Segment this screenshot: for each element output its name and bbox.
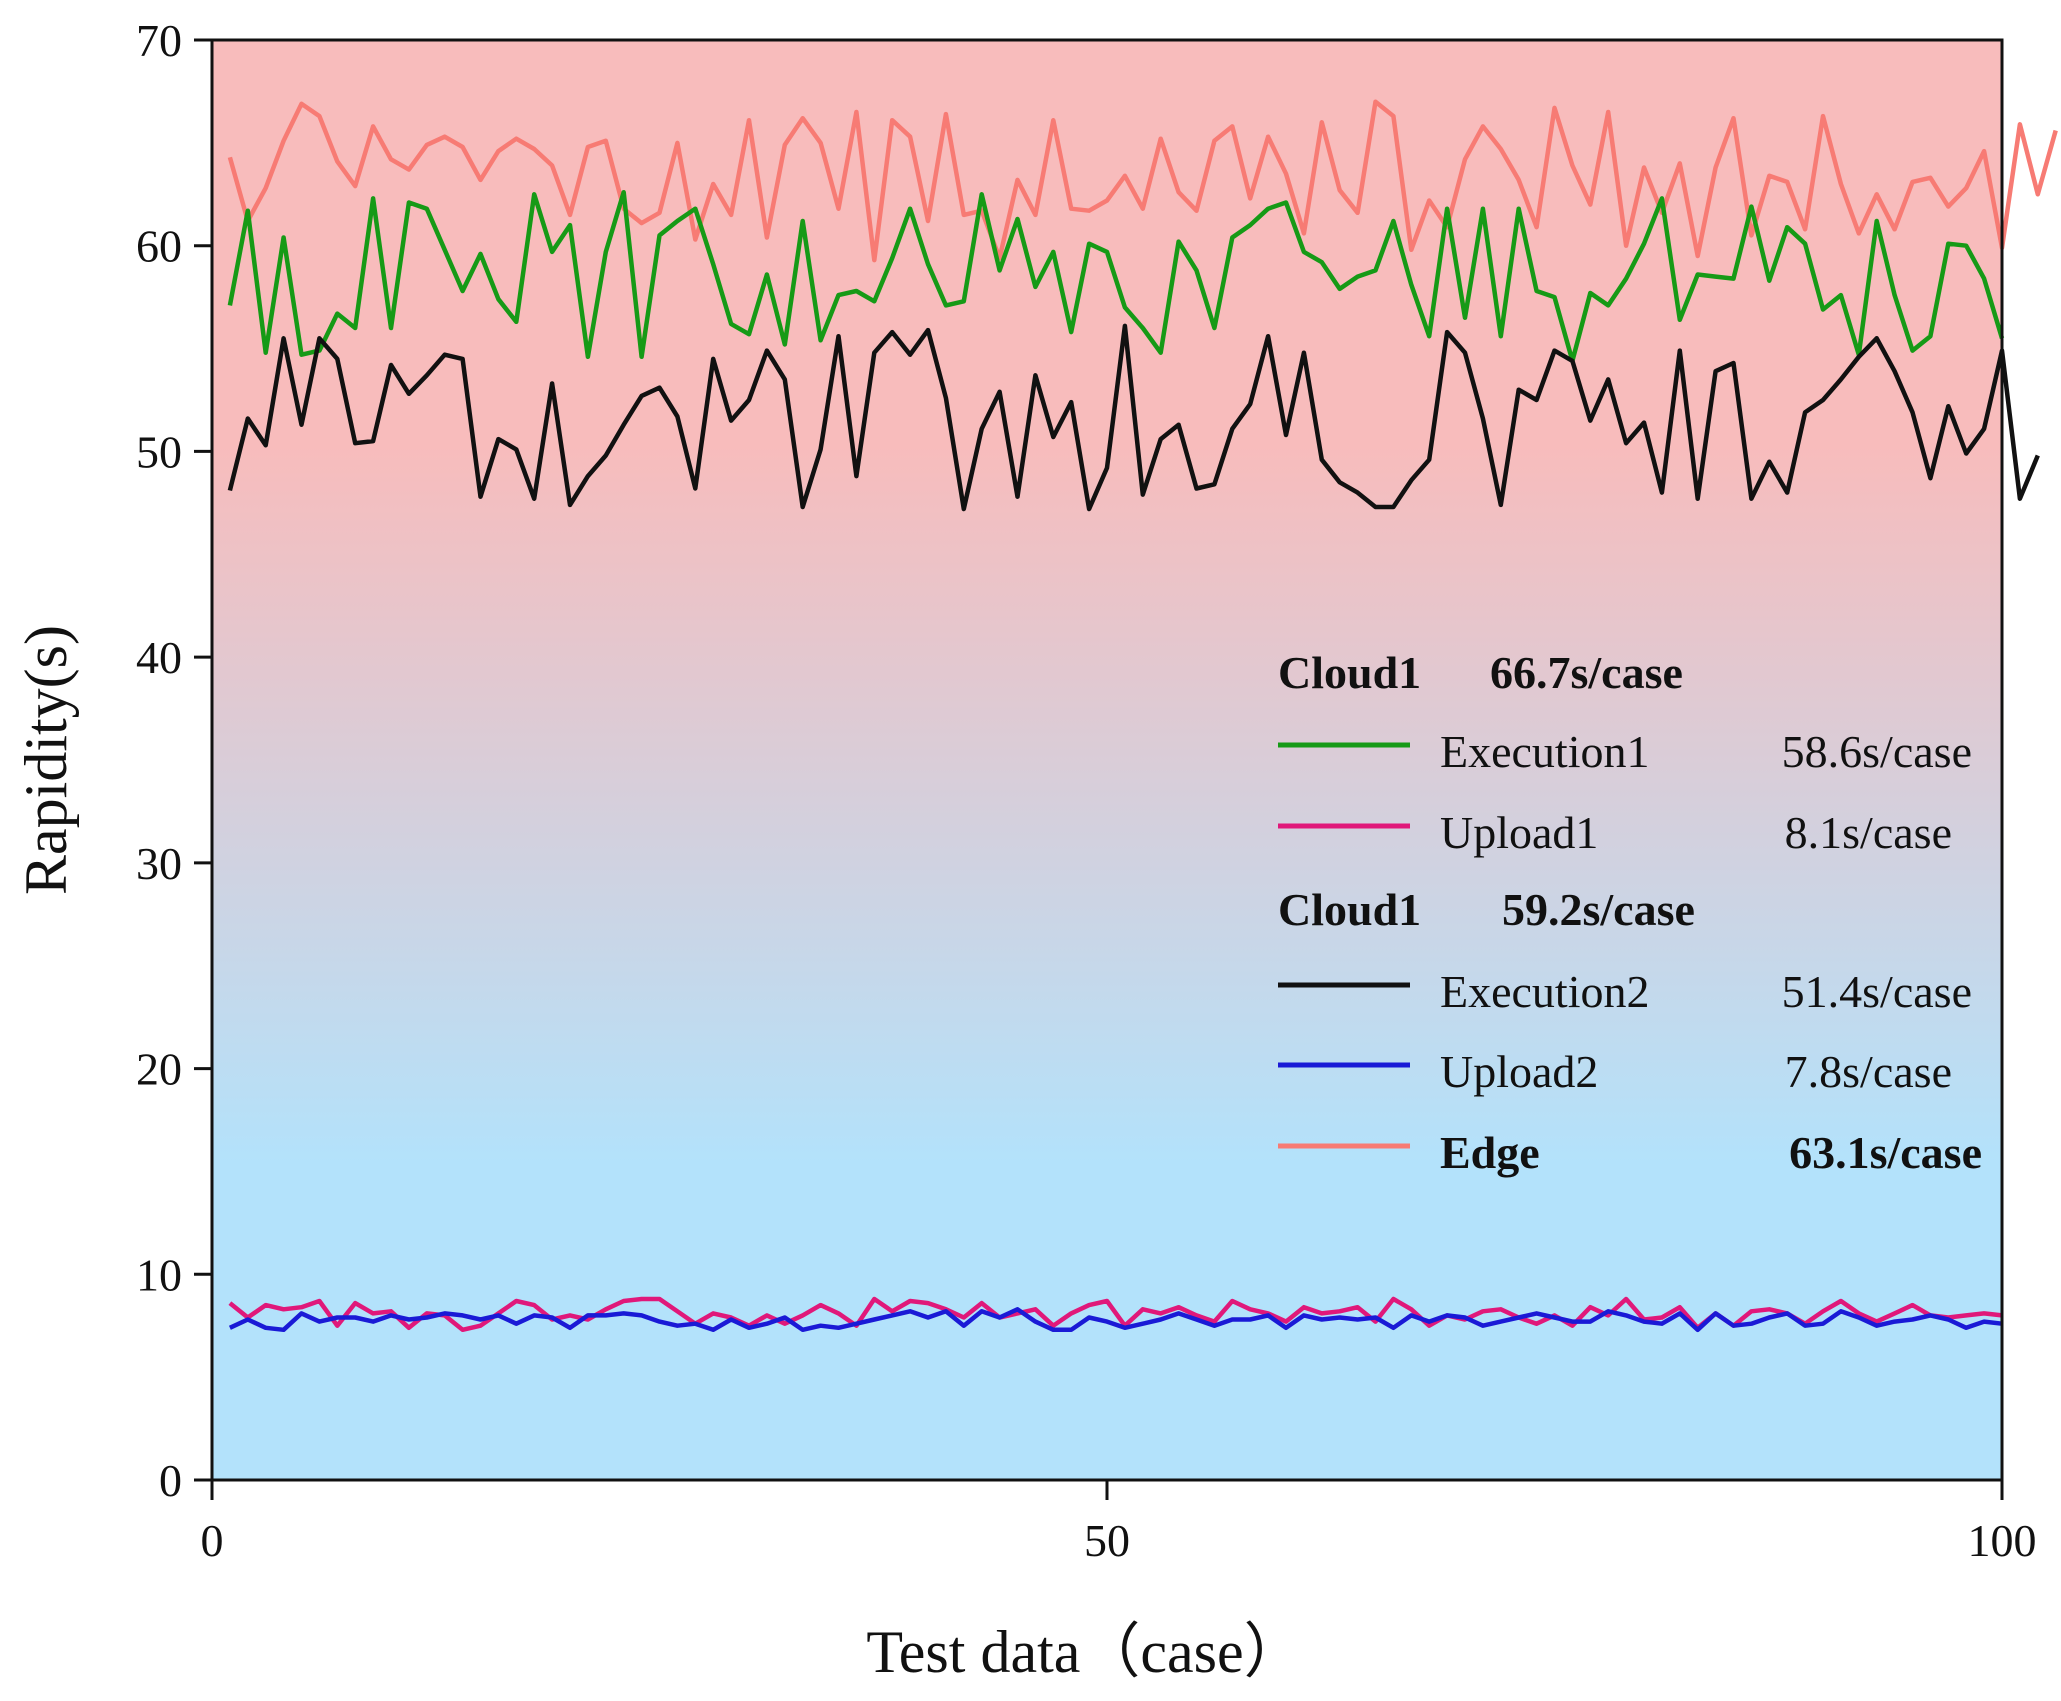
legend-label-execution1: Execution1 (1440, 726, 1650, 777)
x-tick-label-50: 50 (1084, 1515, 1130, 1566)
series-line-upload2 (228, 1307, 2003, 1333)
y-tick-label-30: 30 (136, 838, 182, 889)
x-tick-label-100: 100 (1968, 1515, 2037, 1566)
legend-label-upload2: Upload2 (1440, 1046, 1598, 1097)
y-tick-label-70: 70 (136, 15, 182, 66)
y-tick-label-60: 60 (136, 221, 182, 272)
legend-group2-header-name: Cloud1 (1278, 884, 1421, 935)
legend-label-execution2: Execution2 (1440, 966, 1650, 1017)
legend-value-edge: 63.1s/case (1789, 1127, 1982, 1178)
y-tick-label-50: 50 (136, 426, 182, 477)
series-line-execution2 (227, 323, 2040, 512)
legend: Cloud1 66.7s/case Execution1 58.6s/case … (1278, 647, 1982, 1178)
series-line-execution1 (227, 189, 2005, 364)
series-layer (227, 99, 2058, 1333)
legend-label-edge: Edge (1440, 1127, 1540, 1178)
y-tick-label-0: 0 (159, 1455, 182, 1506)
plot-background (212, 40, 2002, 1480)
y-axis-title: Rapidity(s) (13, 625, 79, 895)
x-axis: 0 50 100 (201, 1480, 2037, 1566)
x-tick-label-0: 0 (201, 1515, 224, 1566)
x-axis-title: Test data（case） (866, 1619, 1303, 1685)
legend-group1-header-value: 66.7s/case (1490, 647, 1683, 698)
y-tick-label-10: 10 (136, 1249, 182, 1300)
legend-value-upload1: 8.1s/case (1785, 807, 1952, 858)
y-tick-label-20: 20 (136, 1044, 182, 1095)
y-axis: 0 10 20 30 40 50 60 70 (136, 15, 212, 1506)
legend-label-upload1: Upload1 (1440, 807, 1598, 858)
series-line-edge (227, 99, 2058, 263)
legend-value-execution1: 58.6s/case (1782, 726, 1972, 777)
y-tick-label-40: 40 (136, 632, 182, 683)
legend-value-execution2: 51.4s/case (1782, 966, 1972, 1017)
legend-value-upload2: 7.8s/case (1785, 1046, 1952, 1097)
legend-group1-header-name: Cloud1 (1278, 647, 1421, 698)
legend-group2-header-value: 59.2s/case (1502, 884, 1695, 935)
